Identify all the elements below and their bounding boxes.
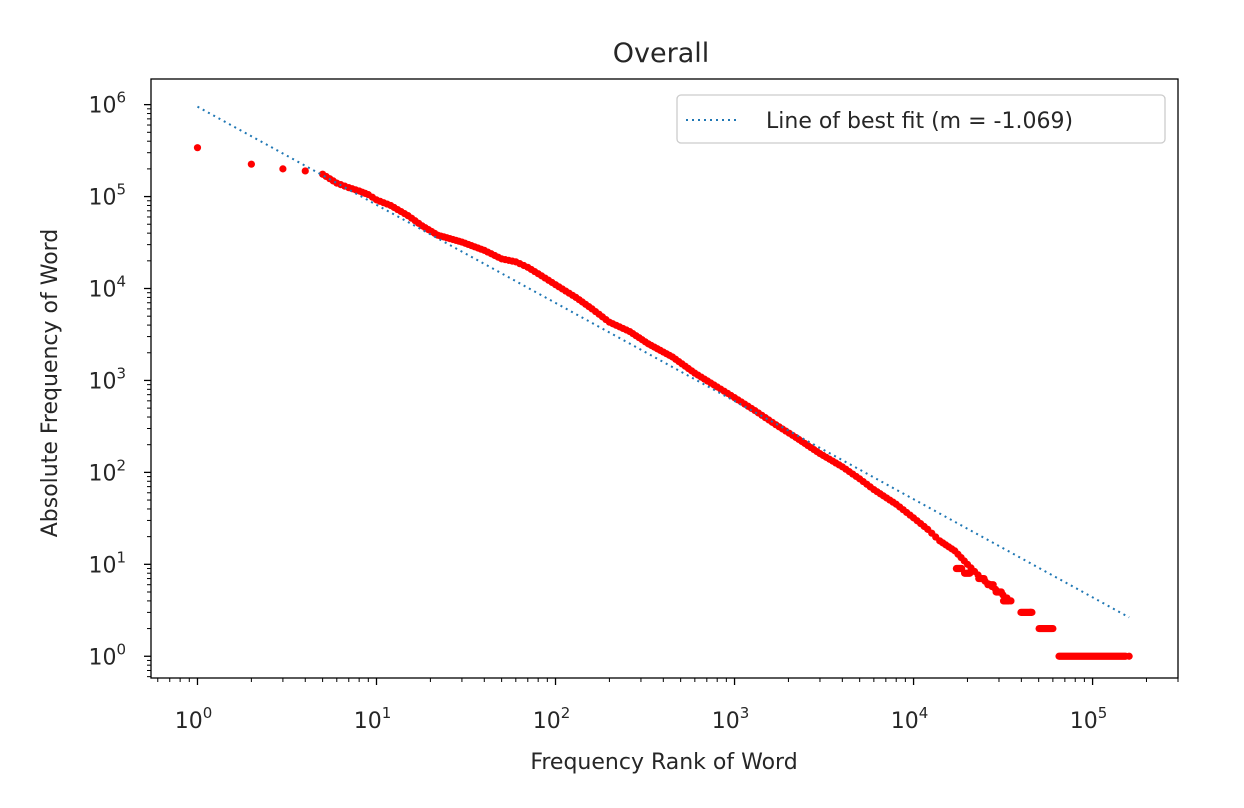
best-fit-line-path: [196, 105, 1130, 619]
best-fit-line: [196, 105, 1130, 619]
y-tick-label: 100: [88, 640, 126, 670]
data-plateau: [984, 581, 997, 589]
y-tick-label: 102: [88, 456, 126, 486]
x-tick-label: 101: [354, 704, 392, 734]
data-plateau: [975, 574, 988, 583]
y-tick-label: 106: [88, 89, 126, 119]
y-tick-label: 105: [88, 181, 126, 211]
legend: Line of best fit (m = -1.069): [676, 94, 1166, 144]
plot-area-frame: [150, 78, 1179, 679]
y-axis-label: Absolute Frequency of Word: [38, 229, 63, 538]
data-plateau: [960, 569, 974, 577]
data-plateau: [1035, 624, 1056, 633]
x-tick-label: 105: [1070, 704, 1108, 734]
x-axis-label: Frequency Rank of Word: [530, 750, 797, 775]
legend-box: [676, 94, 1166, 144]
data-point: [279, 165, 287, 173]
data-point: [247, 160, 255, 168]
legend-label-best-fit: Line of best fit (m = -1.069): [766, 109, 1073, 134]
data-plateau: [1017, 608, 1036, 616]
data-plateau: [992, 588, 1005, 596]
y-axis-ticks: 100 101 102 103 104 105 106: [88, 89, 151, 678]
data-points: [193, 144, 1133, 660]
x-tick-label: 100: [175, 704, 213, 734]
x-tick-label: 104: [891, 704, 929, 734]
y-tick-label: 104: [88, 273, 126, 303]
chart-title: Overall: [613, 38, 710, 69]
x-tick-label: 102: [533, 704, 571, 734]
data-point: [193, 144, 202, 152]
x-tick-label: 103: [712, 704, 750, 734]
y-tick-label: 101: [88, 548, 126, 578]
data-plateau: [999, 597, 1013, 605]
y-tick-label: 103: [88, 364, 126, 394]
x-axis-ticks: 100 101 102 103 104 105: [157, 678, 1179, 734]
data-plateau: [952, 564, 966, 573]
data-point: [301, 167, 309, 175]
data-plateau: [1055, 652, 1130, 660]
